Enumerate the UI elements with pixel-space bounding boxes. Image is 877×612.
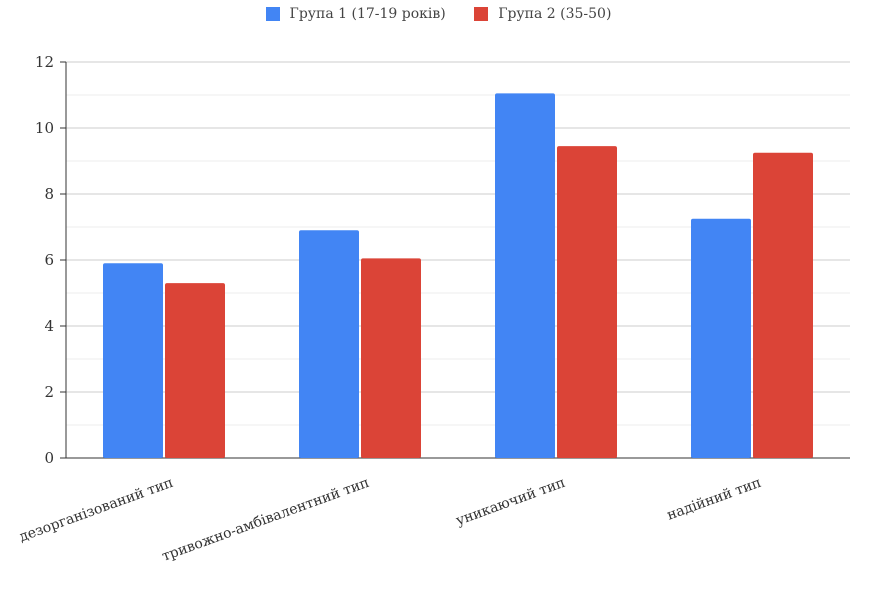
chart-legend: Група 1 (17-19 років) Група 2 (35-50): [0, 6, 877, 25]
y-tick-label: 10: [35, 119, 54, 137]
y-tick-label: 2: [44, 383, 54, 401]
bar-series-1-1: [299, 230, 359, 458]
bar-series-1-3: [691, 218, 751, 458]
x-tick-label: надійний тип: [665, 475, 763, 524]
legend-item-series-2[interactable]: Група 2 (35-50): [474, 6, 611, 22]
legend-label-series-1: Група 1 (17-19 років): [289, 6, 446, 22]
x-tick-label: тривожно-амбівалентний тип: [160, 475, 371, 565]
bar-series-2-0: [165, 283, 225, 458]
y-tick-label: 8: [44, 185, 54, 203]
y-tick-label: 0: [44, 449, 54, 467]
y-tick-label: 4: [44, 317, 54, 335]
y-tick-label: 12: [35, 53, 54, 71]
bar-series-1-0: [103, 263, 163, 458]
legend-item-series-1[interactable]: Група 1 (17-19 років): [265, 6, 446, 22]
bar-series-2-1: [361, 258, 421, 458]
y-tick-label: 6: [44, 251, 54, 269]
legend-swatch-series-2: [474, 7, 489, 21]
legend-label-series-2: Група 2 (35-50): [498, 6, 612, 22]
bar-series-1-2: [495, 93, 555, 458]
bar-series-2-2: [557, 146, 617, 458]
legend-swatch-series-1: [265, 7, 280, 21]
bar-series-2-3: [753, 152, 813, 458]
x-tick-label: дезорганізований тип: [17, 475, 175, 546]
x-tick-label: уникаючий тип: [454, 475, 568, 529]
